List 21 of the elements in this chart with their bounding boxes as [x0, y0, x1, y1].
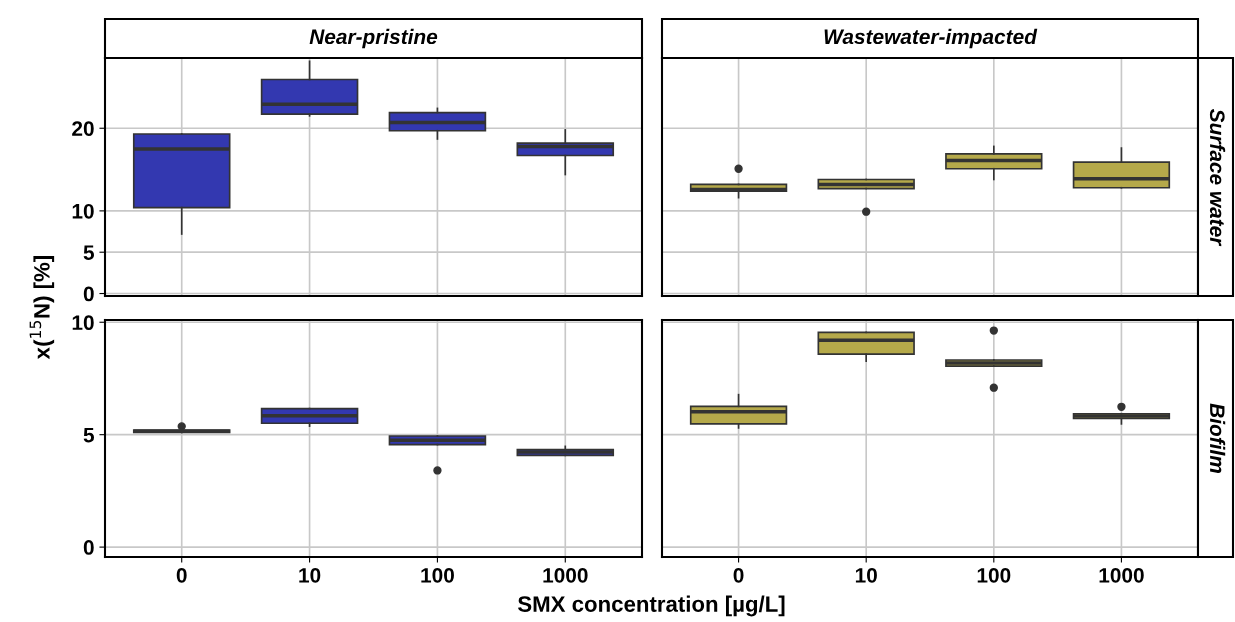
chart-title: Wastewater-impacted: [824, 28, 1038, 49]
x-tick-label: 10: [299, 567, 321, 583]
x-tick-label: 0: [176, 567, 187, 583]
y-tick-label: 10: [72, 315, 94, 330]
y2-axis-title: Surface water: [1209, 108, 1226, 247]
chart-title: Near-pristine: [309, 28, 438, 49]
x-tick-label: 100: [977, 567, 1011, 583]
y2-axis-title: Biofilm: [1209, 403, 1226, 473]
y-tick-label: 10: [72, 203, 94, 219]
x-tick-label: 1000: [543, 567, 588, 583]
x-tick-label: 10: [855, 567, 877, 583]
x-axis-title: SMX concentration [µg/L]: [517, 595, 785, 617]
y-tick-label: 20: [72, 121, 94, 136]
y-tick-label: 5: [83, 427, 94, 443]
y-tick-label: 0: [83, 540, 94, 555]
y-tick-label: 0: [83, 286, 94, 302]
x-tick-label: 1000: [1099, 567, 1144, 583]
x-tick-label: 0: [733, 567, 744, 583]
y-axis-title: x($^{15}$N) [%]: [29, 256, 55, 360]
y-tick-label: 5: [83, 245, 94, 260]
x-tick-label: 100: [421, 567, 454, 583]
